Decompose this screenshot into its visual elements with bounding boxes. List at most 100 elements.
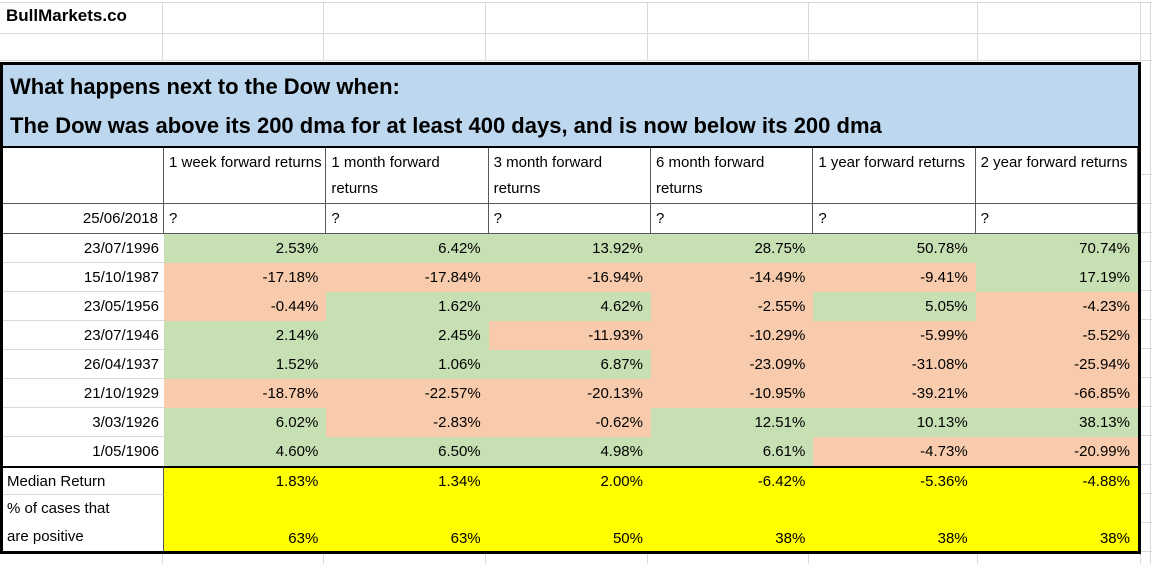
return-cell[interactable]: -14.49% bbox=[650, 263, 814, 292]
column-header[interactable]: 3 month forward returns bbox=[488, 148, 651, 204]
date-cell[interactable]: 1/05/1906 bbox=[92, 443, 159, 460]
median-value-cell[interactable]: -6.42% bbox=[650, 466, 814, 495]
return-cell[interactable]: -17.18% bbox=[164, 263, 327, 292]
pending-value-cell[interactable]: ? bbox=[650, 204, 814, 234]
date-cell[interactable]: 23/07/1996 bbox=[3, 234, 164, 263]
gridline-v bbox=[1150, 2, 1151, 564]
pending-value-cell[interactable]: ? bbox=[975, 204, 1138, 234]
gridline-v bbox=[1140, 554, 1141, 564]
positive-value-cell[interactable]: 63% bbox=[326, 495, 489, 551]
pending-value-cell[interactable]: ? bbox=[813, 204, 976, 234]
return-cell[interactable]: -4.73% bbox=[813, 437, 976, 466]
return-cell[interactable]: -20.13% bbox=[488, 379, 651, 408]
return-cell[interactable]: -66.85% bbox=[975, 379, 1138, 408]
return-cell[interactable]: 2.14% bbox=[164, 321, 327, 350]
return-cell[interactable]: 50.78% bbox=[813, 234, 976, 263]
column-header[interactable]: 1 year forward returns bbox=[813, 148, 976, 204]
positive-value-cell[interactable]: 38% bbox=[650, 495, 814, 551]
return-cell[interactable]: -9.41% bbox=[813, 263, 976, 292]
return-cell[interactable]: -25.94% bbox=[975, 350, 1138, 379]
positive-label-cell[interactable]: % of cases that are positive bbox=[3, 495, 164, 551]
return-cell[interactable]: 17.19% bbox=[975, 263, 1138, 292]
return-cell[interactable]: 38.13% bbox=[975, 408, 1138, 437]
return-cell[interactable]: 1.52% bbox=[164, 350, 327, 379]
corner-cell[interactable] bbox=[3, 148, 164, 204]
positive-value-cell[interactable]: 38% bbox=[975, 495, 1138, 551]
return-cell[interactable]: 70.74% bbox=[975, 234, 1138, 263]
date-cell[interactable]: 21/10/1929 bbox=[3, 379, 164, 408]
results-grid: 1 week forward returns 1 month forward re… bbox=[3, 148, 1138, 551]
positive-value-cell[interactable]: 63% bbox=[164, 495, 327, 551]
column-header[interactable]: 1 month forward returns bbox=[326, 148, 489, 204]
positive-label-line: % of cases that bbox=[7, 500, 110, 517]
return-cell[interactable]: -4.23% bbox=[975, 292, 1138, 321]
return-cell[interactable]: 13.92% bbox=[488, 234, 651, 263]
date-cell[interactable]: 23/07/1946 bbox=[3, 321, 164, 350]
median-value-cell[interactable]: 2.00% bbox=[488, 466, 651, 495]
return-cell[interactable]: 6.50% bbox=[326, 437, 489, 466]
return-cell[interactable]: -16.94% bbox=[488, 263, 651, 292]
return-cell[interactable]: -5.99% bbox=[813, 321, 976, 350]
return-cell[interactable]: -10.29% bbox=[650, 321, 814, 350]
date-cell[interactable]: 15/10/1987 bbox=[3, 263, 164, 292]
return-cell[interactable]: 6.02% bbox=[164, 408, 327, 437]
return-cell[interactable]: 1.06% bbox=[326, 350, 489, 379]
return-cell[interactable]: -2.83% bbox=[326, 408, 489, 437]
median-value-cell[interactable]: -4.88% bbox=[975, 466, 1138, 495]
date-cell[interactable]: 3/03/1926 bbox=[3, 408, 164, 437]
return-cell[interactable]: -20.99% bbox=[975, 437, 1138, 466]
return-cell[interactable]: -18.78% bbox=[164, 379, 327, 408]
return-cell[interactable]: 10.13% bbox=[813, 408, 976, 437]
positive-value-cell[interactable]: 50% bbox=[488, 495, 651, 551]
return-cell[interactable]: 4.62% bbox=[488, 292, 651, 321]
median-value-cell[interactable]: 1.34% bbox=[326, 466, 489, 495]
return-cell[interactable]: -5.52% bbox=[975, 321, 1138, 350]
return-cell[interactable]: 6.87% bbox=[488, 350, 651, 379]
return-cell[interactable]: 2.45% bbox=[326, 321, 489, 350]
return-cell[interactable]: 4.98% bbox=[488, 437, 651, 466]
return-cell[interactable]: 12.51% bbox=[650, 408, 814, 437]
return-cell[interactable]: 28.75% bbox=[650, 234, 814, 263]
pending-value-cell[interactable]: ? bbox=[164, 204, 327, 234]
date-cell[interactable]: 25/06/2018 bbox=[3, 204, 164, 234]
gridline-v bbox=[808, 554, 809, 564]
return-cell[interactable]: -23.09% bbox=[650, 350, 814, 379]
return-cell[interactable]: 2.53% bbox=[164, 234, 327, 263]
date-cell[interactable]: 23/05/1956 bbox=[3, 292, 164, 321]
return-cell[interactable]: 6.42% bbox=[326, 234, 489, 263]
return-cell[interactable]: -0.62% bbox=[488, 408, 651, 437]
title-line-1: What happens next to the Dow when: bbox=[10, 73, 400, 99]
date-cell[interactable]: 26/04/1937 bbox=[3, 350, 164, 379]
return-cell[interactable]: -22.57% bbox=[326, 379, 489, 408]
brand-cell[interactable]: BullMarkets.co bbox=[6, 6, 127, 25]
return-cell[interactable]: 1.62% bbox=[326, 292, 489, 321]
column-header[interactable]: 6 month forward returns bbox=[650, 148, 814, 204]
gridline-v bbox=[647, 2, 648, 60]
return-cell[interactable]: -39.21% bbox=[813, 379, 976, 408]
median-label-cell[interactable]: Median Return bbox=[3, 466, 164, 495]
positive-value-cell[interactable]: 38% bbox=[813, 495, 976, 551]
return-cell[interactable]: -17.84% bbox=[326, 263, 489, 292]
gridline-v bbox=[162, 2, 163, 60]
column-header[interactable]: 2 year forward returns bbox=[975, 148, 1138, 204]
pending-value-cell[interactable]: ? bbox=[326, 204, 489, 234]
pending-value-cell[interactable]: ? bbox=[488, 204, 651, 234]
title-box[interactable]: What happens next to the Dow when: The D… bbox=[3, 65, 1138, 148]
median-value-cell[interactable]: -5.36% bbox=[813, 466, 976, 495]
return-cell[interactable]: -2.55% bbox=[650, 292, 814, 321]
return-cell[interactable]: 4.60% bbox=[164, 437, 327, 466]
gridline-v bbox=[977, 554, 978, 564]
return-cell[interactable]: -10.95% bbox=[650, 379, 814, 408]
return-cell[interactable]: 6.61% bbox=[650, 437, 814, 466]
gridline-v bbox=[485, 2, 486, 60]
gridline-h bbox=[0, 33, 1152, 34]
return-cell[interactable]: 5.05% bbox=[813, 292, 976, 321]
return-cell[interactable]: -11.93% bbox=[488, 321, 651, 350]
median-value-cell[interactable]: 1.83% bbox=[164, 466, 327, 495]
return-cell[interactable]: -31.08% bbox=[813, 350, 976, 379]
column-header[interactable]: 1 week forward returns bbox=[164, 148, 327, 204]
gridline-v bbox=[977, 2, 978, 60]
return-cell[interactable]: -0.44% bbox=[164, 292, 327, 321]
gridline-v bbox=[647, 554, 648, 564]
